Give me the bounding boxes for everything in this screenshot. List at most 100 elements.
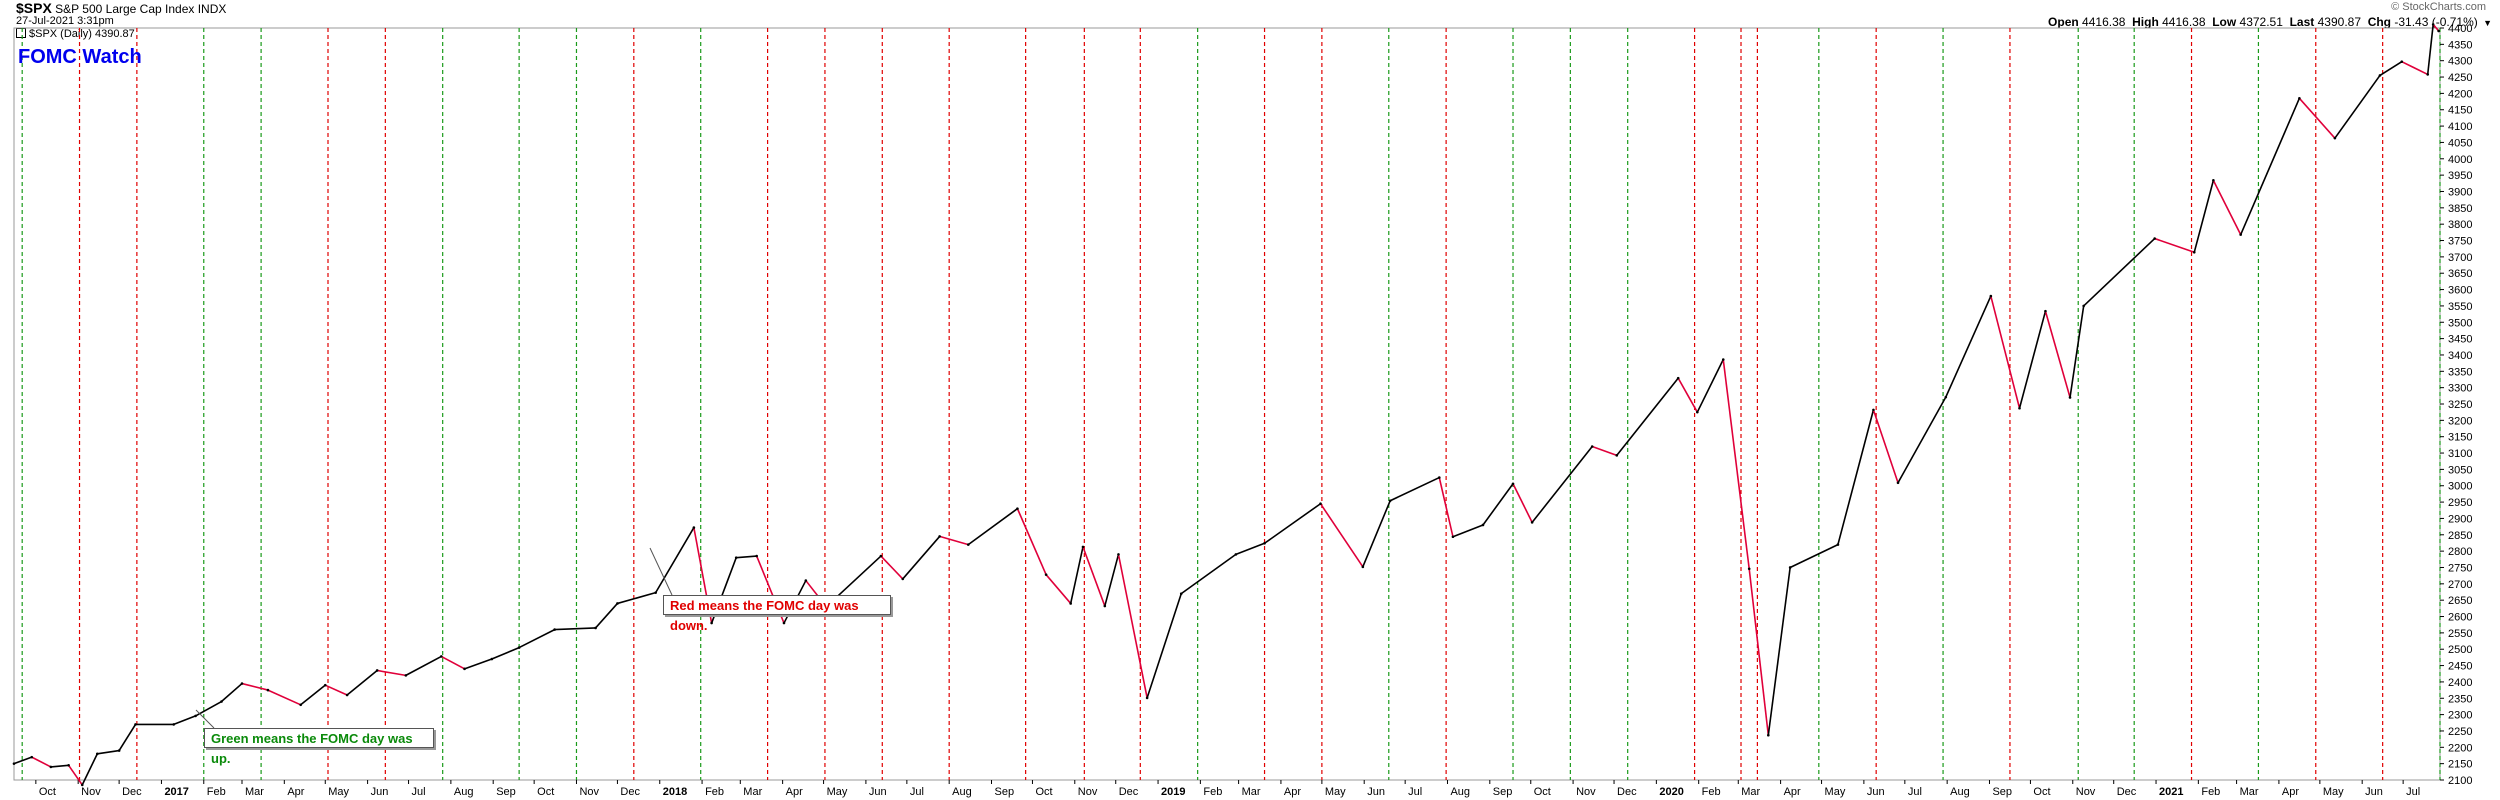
- x-tick-label: Sep: [994, 786, 1014, 798]
- x-tick-label: 2021: [2159, 786, 2183, 798]
- price-segment: [654, 527, 695, 594]
- x-tick-label: Nov: [2076, 786, 2096, 798]
- x-tick-label: 2019: [1161, 786, 1185, 798]
- y-tick-label: 2750: [2448, 562, 2472, 574]
- price-segment: [440, 655, 465, 670]
- chg-label: Chg: [2367, 15, 2392, 29]
- y-tick-label: 3400: [2448, 350, 2472, 362]
- low-value: 4372.51: [2239, 15, 2283, 29]
- y-tick-label: 3100: [2448, 448, 2472, 460]
- y-tick-label: 2150: [2448, 759, 2472, 771]
- x-tick-label: Dec: [122, 786, 142, 798]
- price-point: [616, 602, 619, 605]
- price-segment: [173, 715, 196, 726]
- price-segment: [81, 753, 98, 786]
- price-segment: [97, 749, 120, 755]
- price-segment: [1104, 554, 1120, 607]
- price-segment: [1722, 359, 1750, 569]
- x-tick-label: 2018: [663, 786, 687, 798]
- price-segment: [1990, 295, 2021, 409]
- price-point: [1234, 553, 1238, 556]
- price-point: [901, 577, 905, 581]
- legend-text: $SPX (Daily) 4390.87: [29, 28, 135, 40]
- price-point: [194, 714, 197, 718]
- y-tick-label: 2700: [2448, 579, 2472, 591]
- chart-title: FOMC Watch: [18, 46, 142, 68]
- x-tick-label: Nov: [81, 786, 101, 798]
- x-tick-label: Aug: [454, 786, 474, 798]
- price-point: [1179, 592, 1183, 595]
- price-point: [30, 755, 34, 759]
- price-point: [12, 762, 16, 765]
- price-segment: [2083, 237, 2156, 307]
- price-point: [1016, 507, 1019, 510]
- y-tick-label: 2650: [2448, 595, 2472, 607]
- high-value: 4416.38: [2162, 15, 2206, 29]
- brand-logo: © StockCharts.com: [2391, 1, 2486, 13]
- x-tick-label: Dec: [620, 786, 640, 798]
- price-segment: [1082, 546, 1106, 607]
- price-point: [2239, 233, 2242, 236]
- price-point: [2431, 23, 2435, 26]
- price-segment: [1016, 508, 1047, 575]
- y-tick-label: 2100: [2448, 775, 2472, 787]
- price-point: [1388, 499, 1392, 503]
- price-segment: [377, 669, 406, 677]
- x-tick-label: Oct: [39, 786, 56, 798]
- price-segment: [1696, 359, 1724, 413]
- price-segment: [2432, 23, 2440, 32]
- price-segment: [1677, 377, 1699, 413]
- price-point: [1481, 523, 1485, 527]
- price-segment: [2239, 97, 2301, 235]
- price-segment: [13, 756, 33, 765]
- open-label: Open: [2048, 15, 2079, 29]
- y-tick-label: 4100: [2448, 121, 2472, 133]
- green-note: Green means the FOMC day was up.: [204, 728, 434, 766]
- price-point: [2212, 179, 2215, 182]
- price-point: [240, 682, 244, 685]
- price-segment: [346, 669, 378, 696]
- x-tick-label: Oct: [1534, 786, 1551, 798]
- price-point: [1319, 502, 1322, 506]
- price-segment: [2212, 180, 2242, 235]
- price-segment: [880, 555, 904, 580]
- y-tick-label: 3650: [2448, 268, 2472, 280]
- price-point: [1069, 602, 1072, 605]
- x-tick-label: Mar: [245, 786, 264, 798]
- price-point: [2426, 73, 2430, 76]
- symbol: $SPX: [16, 0, 52, 16]
- x-tick-label: May: [2323, 786, 2344, 798]
- price-point: [755, 554, 758, 558]
- instrument-name: S&P 500 Large Cap Index: [55, 2, 195, 16]
- price-segment: [2426, 24, 2434, 75]
- price-segment: [1531, 446, 1593, 523]
- price-segment: [967, 507, 1018, 546]
- y-tick-label: 4350: [2448, 39, 2472, 51]
- x-tick-label: Mar: [1741, 786, 1760, 798]
- x-tick-label: Oct: [537, 786, 554, 798]
- chevron-down-icon[interactable]: ▼: [2483, 18, 2492, 28]
- exchange: INDX: [197, 2, 227, 16]
- price-segment: [1235, 542, 1265, 556]
- x-tick-label: Jun: [869, 786, 887, 798]
- price-segment: [1897, 396, 1947, 484]
- y-tick-label: 2800: [2448, 546, 2472, 558]
- price-point: [692, 526, 696, 529]
- price-segment: [518, 628, 555, 649]
- x-tick-label: Sep: [1493, 786, 1513, 798]
- y-tick-label: 2900: [2448, 513, 2472, 525]
- x-tick-label: Apr: [1784, 786, 1801, 798]
- x-tick-label: May: [1325, 786, 1346, 798]
- price-point: [1117, 553, 1120, 556]
- price-point: [2192, 250, 2196, 254]
- plot-frame: [13, 27, 2441, 781]
- price-point: [134, 723, 137, 726]
- x-tick-label: Nov: [1576, 786, 1596, 798]
- price-point: [1615, 454, 1619, 457]
- y-tick-label: 4250: [2448, 72, 2472, 84]
- price-point: [879, 554, 883, 558]
- price-point: [1081, 545, 1085, 549]
- price-segment: [2154, 237, 2195, 254]
- price-segment: [300, 684, 326, 706]
- y-tick-label: 4150: [2448, 105, 2472, 117]
